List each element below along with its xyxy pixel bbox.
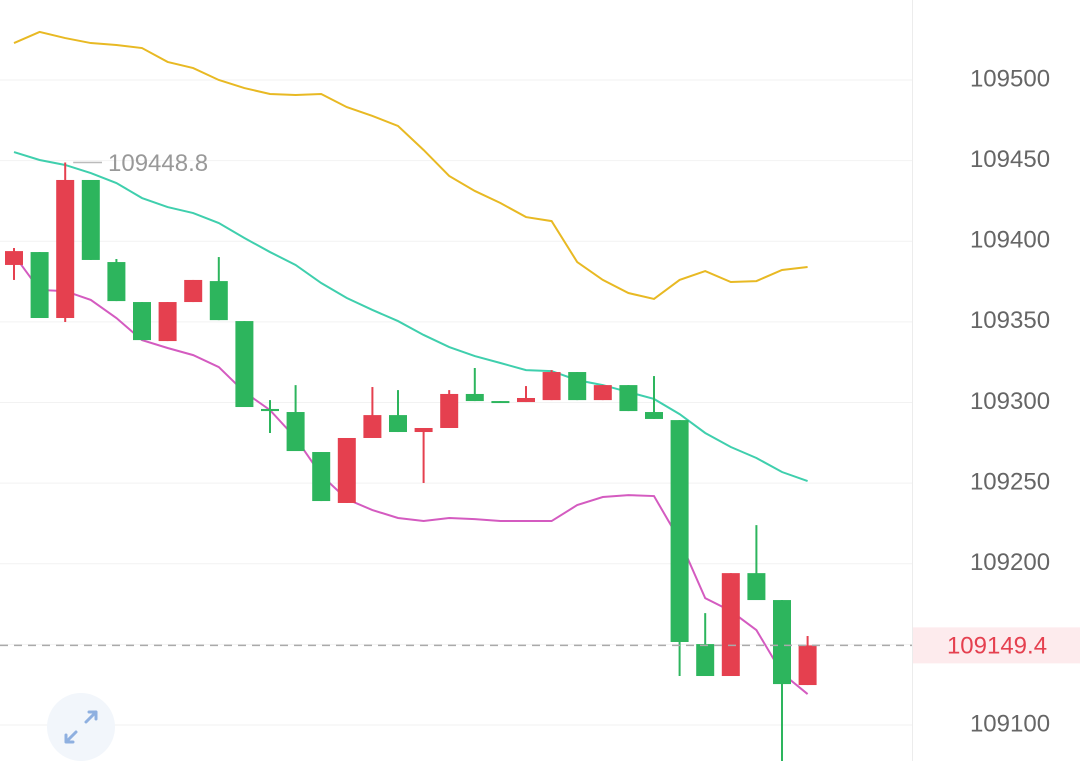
candle-body [107,262,126,302]
candle-body [312,452,331,502]
candle-body [593,385,612,401]
candle-body [414,427,433,433]
last-price-label: 109149.4 [947,633,1047,660]
candle-body [542,372,561,401]
candle-body [81,179,100,260]
y-tick-label: 109450 [970,146,1050,173]
candle-body [235,321,254,408]
candle-body [721,573,740,677]
y-tick-label: 109250 [970,468,1050,495]
candle-body [619,385,638,412]
candle-body [465,393,484,402]
expand-button[interactable] [47,693,115,761]
band-line [13,30,808,301]
candle-body [337,437,356,503]
candle-body [645,412,663,419]
high-marker-label: 109448.8 [108,150,208,177]
candle-body [286,412,305,452]
candle-body [389,415,407,433]
candle-body [5,251,23,265]
candle-body [209,281,228,321]
band-line [13,151,808,482]
last-price-box [913,627,1080,664]
candle-body [261,408,279,412]
y-tick-label: 109400 [970,227,1050,254]
candle-body [184,279,203,303]
candle-body [568,372,587,401]
y-tick-label: 109350 [970,307,1050,334]
candle-body [56,179,75,319]
candle-body [133,302,151,341]
candle-body [158,302,177,342]
candle-body [363,415,382,438]
candle-body [798,645,817,686]
candle-body [517,397,535,403]
candle-body [491,401,510,404]
candle-body [670,420,689,642]
y-tick-label: 109200 [970,549,1050,576]
candle-body [747,573,766,601]
candle-body [440,393,459,428]
y-tick-label: 109300 [970,388,1050,415]
expand-button-bg[interactable] [47,693,115,761]
y-tick-label: 109100 [970,710,1050,737]
candle-body [773,600,791,685]
expand-icon[interactable] [64,710,98,744]
candle-body [696,644,715,677]
y-tick-label: 109500 [970,65,1050,92]
candle-body [30,252,49,319]
